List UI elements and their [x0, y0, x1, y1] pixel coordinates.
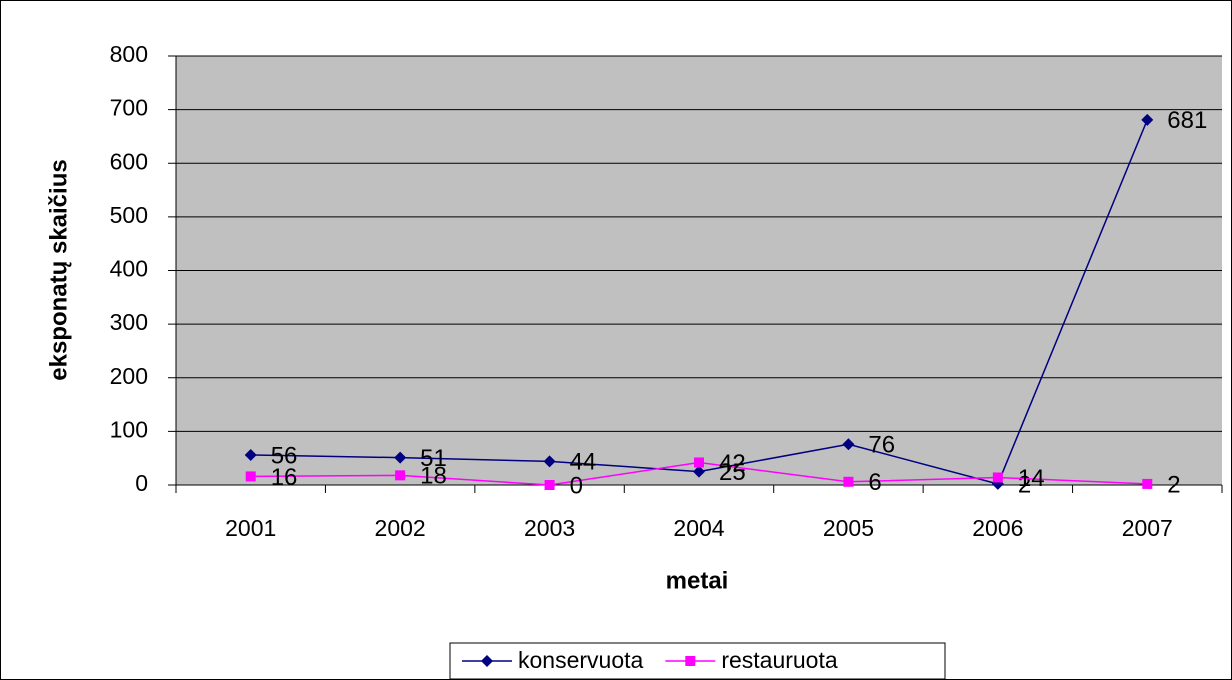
data-label: 2	[1167, 471, 1180, 498]
point	[394, 451, 407, 464]
data-label: 25	[719, 459, 746, 486]
point	[543, 455, 556, 468]
point	[245, 471, 256, 482]
point	[694, 457, 704, 468]
data-label: 0	[570, 472, 583, 499]
y-tick-label: 0	[135, 470, 148, 496]
y-tick-label: 300	[110, 309, 148, 335]
point	[244, 448, 257, 461]
point	[843, 476, 854, 487]
y-tick-label: 500	[110, 202, 148, 228]
data-label: 681	[1167, 107, 1207, 134]
point	[395, 470, 406, 481]
y-tick-label: 800	[110, 41, 148, 67]
y-tick-label: 100	[110, 416, 148, 442]
data-label: 76	[868, 432, 895, 459]
x-axis-label: metai	[666, 567, 729, 594]
data-label: 18	[420, 463, 447, 490]
data-label: 51	[420, 445, 447, 472]
data-label: 42	[719, 450, 746, 477]
data-label: 14	[1018, 465, 1045, 492]
y-tick-label: 600	[110, 148, 148, 174]
point	[685, 656, 696, 666]
point	[1142, 478, 1153, 489]
y-axis-label: eksponatų skaičius	[45, 159, 72, 380]
point	[1141, 113, 1154, 126]
y-tick-label: 700	[110, 95, 148, 121]
data-label: 56	[271, 442, 298, 469]
point	[842, 438, 855, 451]
y-tick-label: 200	[110, 363, 148, 389]
data-label: 16	[271, 464, 298, 491]
x-tick-label: 2004	[673, 515, 724, 541]
x-tick-label: 2006	[972, 515, 1023, 541]
x-tick-label: 2003	[524, 515, 575, 541]
point	[992, 472, 1003, 483]
legend-label: restauruota	[721, 647, 838, 673]
x-tick-label: 2007	[1122, 515, 1173, 541]
x-tick-label: 2001	[225, 515, 276, 541]
data-label: 44	[570, 449, 597, 476]
point	[544, 480, 555, 490]
legend-label: konservuota	[518, 647, 644, 673]
y-tick-label: 400	[110, 256, 148, 282]
point	[693, 465, 705, 478]
x-tick-label: 2005	[823, 515, 874, 541]
x-tick-label: 2002	[375, 515, 426, 541]
data-label: 6	[868, 469, 881, 496]
point	[481, 655, 493, 667]
